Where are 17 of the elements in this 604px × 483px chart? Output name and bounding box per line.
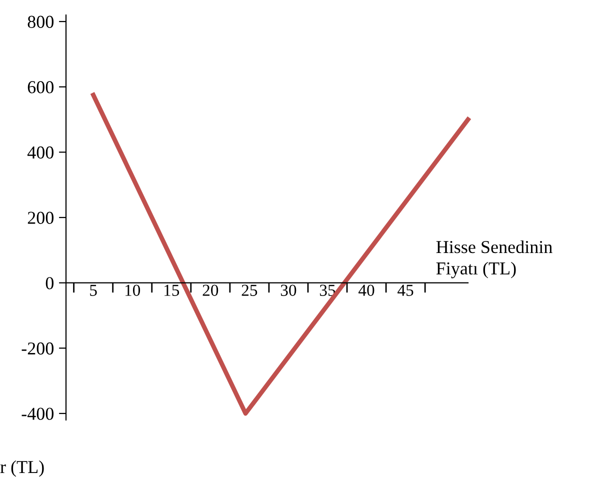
x-tick-label: 40 [358,284,374,296]
y-tick-label: -200 [22,342,54,355]
x-tick-label: 20 [202,284,218,296]
x-tick-label: 15 [164,284,180,296]
y-tick-label: 400 [27,146,54,159]
x-tick-label: 30 [280,284,296,296]
y-tick-label: -400 [22,408,54,420]
y-tick-label: 600 [28,81,54,94]
y-tick-label: 200 [28,212,54,224]
x-tick-label: 10 [125,284,140,296]
y-tick-label: 0 [46,277,54,290]
x-axis-title: Hisse Senedinin Fiyatı (TL) [436,240,552,278]
x-tick-label: 5 [90,284,97,296]
x-tick-label: 25 [242,284,258,296]
y-tick-label: 800 [28,16,54,28]
x-tick-label: 45 [398,284,414,296]
y-axis-title: r (TL) [0,460,44,477]
